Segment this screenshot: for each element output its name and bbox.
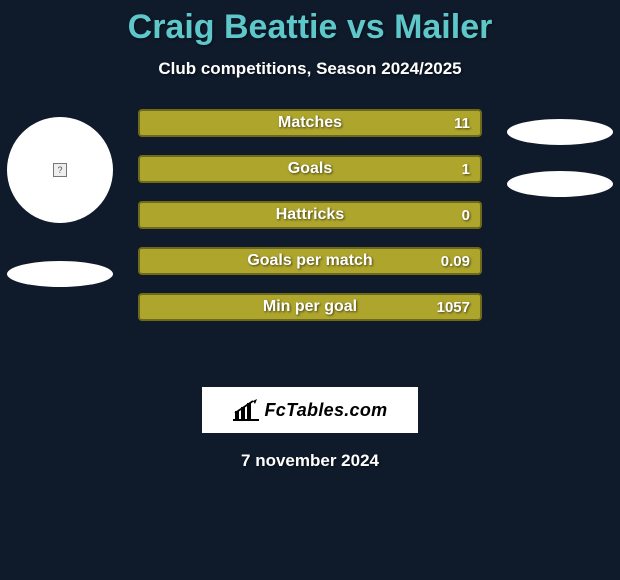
stat-value: 11 <box>454 115 470 132</box>
stat-label: Goals <box>288 160 332 178</box>
subtitle: Club competitions, Season 2024/2025 <box>0 59 620 79</box>
stat-label: Hattricks <box>276 206 344 224</box>
left-shadow-ellipse <box>7 261 113 287</box>
left-avatar: ? <box>7 117 113 223</box>
left-player-column: ? <box>0 109 120 287</box>
chart-icon <box>233 399 259 421</box>
comparison-content: ? Matches 11 Goals 1 Hattricks 0 Goals p… <box>0 109 620 369</box>
stat-label: Min per goal <box>263 298 357 316</box>
stat-bar-gpm: Goals per match 0.09 <box>138 247 482 275</box>
brand-box[interactable]: FcTables.com <box>202 387 418 433</box>
stats-bars: Matches 11 Goals 1 Hattricks 0 Goals per… <box>138 109 482 321</box>
right-player-column <box>500 109 620 197</box>
right-ellipse-2 <box>507 171 613 197</box>
brand-text: FcTables.com <box>265 400 388 421</box>
stat-bar-mpg: Min per goal 1057 <box>138 293 482 321</box>
right-ellipse-1 <box>507 119 613 145</box>
date-text: 7 november 2024 <box>0 451 620 471</box>
stat-value: 1057 <box>437 299 470 316</box>
avatar-placeholder-icon: ? <box>53 163 67 177</box>
stat-bar-hattricks: Hattricks 0 <box>138 201 482 229</box>
page-title: Craig Beattie vs Mailer <box>0 0 620 47</box>
stat-label: Matches <box>278 114 342 132</box>
stat-value: 0.09 <box>441 253 470 270</box>
stat-label: Goals per match <box>247 252 372 270</box>
stat-value: 0 <box>462 207 470 224</box>
stat-value: 1 <box>462 161 470 178</box>
stat-bar-goals: Goals 1 <box>138 155 482 183</box>
stat-bar-matches: Matches 11 <box>138 109 482 137</box>
